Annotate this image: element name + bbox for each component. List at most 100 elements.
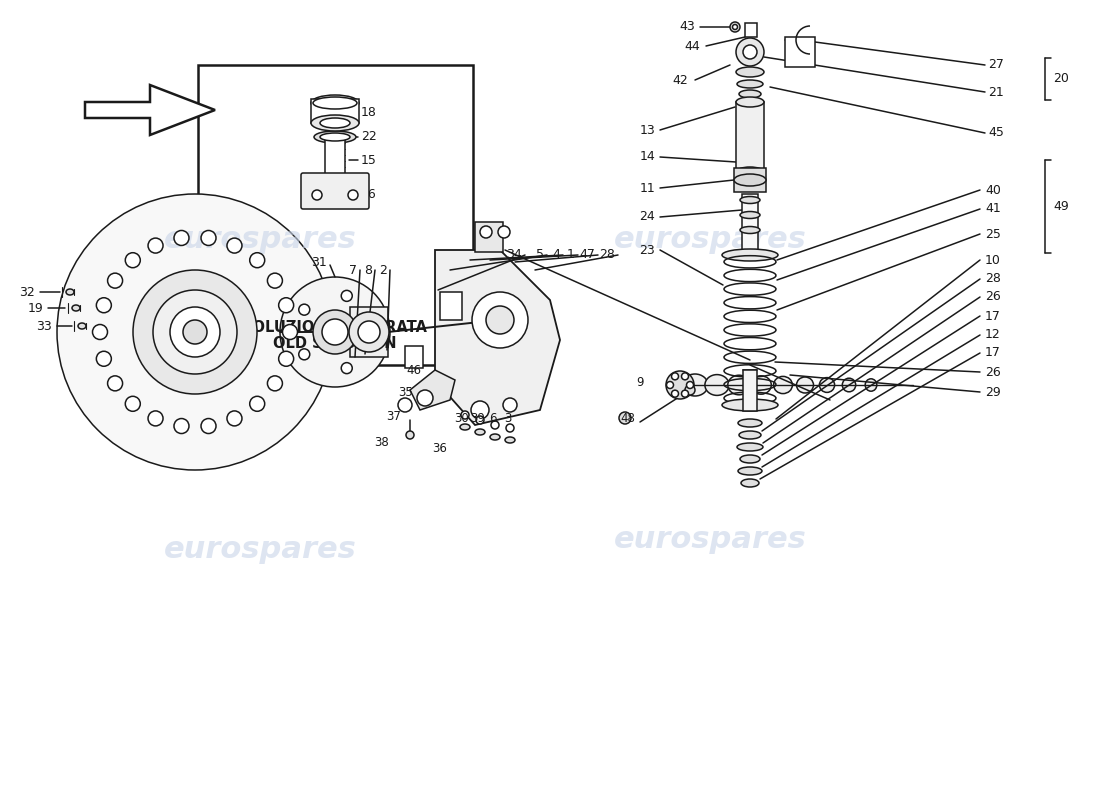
Text: OLD SOLUTION: OLD SOLUTION xyxy=(273,335,397,350)
Circle shape xyxy=(280,277,390,387)
Ellipse shape xyxy=(78,323,86,329)
Circle shape xyxy=(666,371,694,399)
Text: 32: 32 xyxy=(20,286,35,298)
Circle shape xyxy=(278,351,294,366)
Circle shape xyxy=(682,373,689,380)
Circle shape xyxy=(148,411,163,426)
Circle shape xyxy=(348,190,358,200)
Ellipse shape xyxy=(740,211,760,218)
Circle shape xyxy=(406,431,414,439)
Circle shape xyxy=(730,22,740,32)
Text: 22: 22 xyxy=(361,130,376,143)
Text: 29: 29 xyxy=(984,386,1001,398)
Text: 9: 9 xyxy=(636,375,644,389)
Text: 38: 38 xyxy=(374,435,388,449)
Circle shape xyxy=(267,376,283,391)
Circle shape xyxy=(227,411,242,426)
Ellipse shape xyxy=(750,376,771,394)
Ellipse shape xyxy=(734,174,766,186)
Ellipse shape xyxy=(320,118,350,128)
Circle shape xyxy=(736,38,764,66)
Circle shape xyxy=(174,418,189,434)
Text: 47: 47 xyxy=(579,249,595,262)
Text: 5: 5 xyxy=(536,249,544,262)
Circle shape xyxy=(671,373,679,380)
Text: 19: 19 xyxy=(28,302,43,314)
Text: eurospares: eurospares xyxy=(614,226,806,254)
Text: eurospares: eurospares xyxy=(164,226,356,254)
Ellipse shape xyxy=(738,467,762,475)
Circle shape xyxy=(278,298,294,313)
Text: 28: 28 xyxy=(600,249,615,262)
Bar xyxy=(745,23,757,37)
Bar xyxy=(742,370,757,411)
Text: 27: 27 xyxy=(988,58,1004,71)
Circle shape xyxy=(125,253,141,268)
Text: 28: 28 xyxy=(984,273,1001,286)
Bar xyxy=(311,99,359,123)
Text: 42: 42 xyxy=(672,74,688,86)
Ellipse shape xyxy=(740,455,760,463)
Circle shape xyxy=(685,385,695,395)
Circle shape xyxy=(283,325,297,339)
Ellipse shape xyxy=(490,434,500,440)
Text: 21: 21 xyxy=(988,86,1003,98)
Text: 17: 17 xyxy=(984,346,1001,359)
Text: 23: 23 xyxy=(639,243,654,257)
Ellipse shape xyxy=(796,377,814,393)
Ellipse shape xyxy=(728,375,750,395)
Circle shape xyxy=(476,416,484,424)
Bar xyxy=(350,307,388,357)
Circle shape xyxy=(619,412,631,424)
Text: 14: 14 xyxy=(639,150,654,163)
Text: 18: 18 xyxy=(361,106,377,119)
Ellipse shape xyxy=(722,249,778,261)
Circle shape xyxy=(108,376,122,391)
Bar xyxy=(736,102,764,172)
Text: 13: 13 xyxy=(639,123,654,137)
Ellipse shape xyxy=(738,419,762,427)
FancyBboxPatch shape xyxy=(301,173,368,209)
Bar xyxy=(742,194,758,250)
Circle shape xyxy=(250,396,265,411)
Circle shape xyxy=(498,226,510,238)
Circle shape xyxy=(682,390,689,397)
Ellipse shape xyxy=(72,305,80,311)
Circle shape xyxy=(503,398,517,412)
Polygon shape xyxy=(85,85,214,135)
Text: 34: 34 xyxy=(506,249,522,262)
Text: 31: 31 xyxy=(311,255,327,269)
Ellipse shape xyxy=(866,379,877,391)
Circle shape xyxy=(358,321,379,343)
Circle shape xyxy=(742,45,757,59)
Circle shape xyxy=(461,411,469,419)
Polygon shape xyxy=(434,250,560,425)
Text: 12: 12 xyxy=(984,329,1001,342)
Circle shape xyxy=(108,273,122,288)
Text: 43: 43 xyxy=(680,21,695,34)
Circle shape xyxy=(125,396,141,411)
Bar xyxy=(785,37,815,67)
Text: 49: 49 xyxy=(1053,200,1069,213)
Text: 6: 6 xyxy=(490,411,497,425)
Circle shape xyxy=(312,190,322,200)
Text: 20: 20 xyxy=(1053,73,1069,86)
Bar xyxy=(198,65,473,365)
Circle shape xyxy=(92,325,108,339)
Text: 33: 33 xyxy=(36,319,52,333)
Circle shape xyxy=(174,230,189,246)
Text: 4: 4 xyxy=(552,249,560,262)
Ellipse shape xyxy=(311,115,359,131)
Bar xyxy=(405,346,424,368)
Text: 24: 24 xyxy=(639,210,654,223)
Ellipse shape xyxy=(475,429,485,435)
Bar xyxy=(475,222,503,252)
Text: eurospares: eurospares xyxy=(614,526,806,554)
Ellipse shape xyxy=(705,374,729,395)
Circle shape xyxy=(671,390,679,397)
Circle shape xyxy=(227,238,242,253)
Ellipse shape xyxy=(820,378,835,392)
Text: 46: 46 xyxy=(406,363,421,377)
Circle shape xyxy=(349,312,389,352)
Ellipse shape xyxy=(736,97,764,107)
